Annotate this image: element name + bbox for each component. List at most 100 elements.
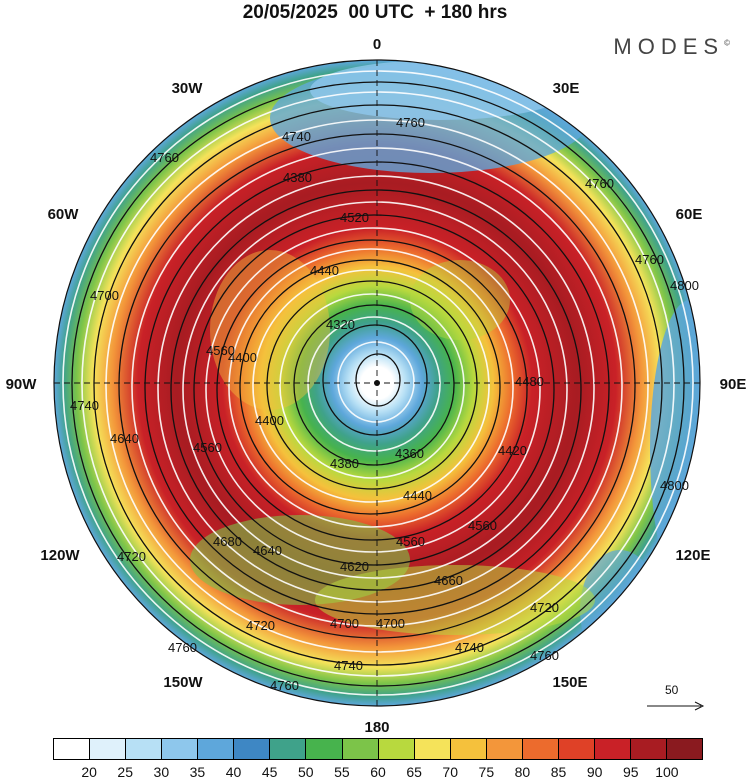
contour-line — [93, 104, 663, 666]
contour-label: 4320 — [326, 317, 355, 332]
colorbar-label: 75 — [478, 764, 495, 780]
colorbar-cell — [234, 739, 271, 759]
streamline — [81, 91, 675, 677]
map-boundary — [53, 59, 701, 707]
colorbar-label: 20 — [81, 764, 97, 780]
colorbar-label: 50 — [297, 764, 314, 780]
lon-label-150e: 150E — [552, 674, 587, 691]
colorbar-label: 85 — [550, 764, 567, 780]
contour-line — [239, 259, 501, 515]
contour-label: 4740 — [334, 658, 363, 673]
colorbar-cell — [198, 739, 235, 759]
colorbar-cell — [522, 739, 559, 759]
contour-label: 4700 — [376, 616, 405, 631]
contour-label: 4680 — [213, 534, 242, 549]
streamline — [307, 316, 441, 452]
contour-label: 4760 — [585, 176, 614, 191]
reference-vector-arrow-icon — [647, 701, 705, 711]
colorbar-cell — [378, 739, 415, 759]
colorbar-cell — [414, 739, 451, 759]
contour-label: 4760 — [530, 648, 559, 663]
contour-label: 4520 — [340, 210, 369, 225]
contour-line — [71, 81, 685, 687]
streamline — [228, 248, 514, 528]
contour-label: 4740 — [70, 398, 99, 413]
colorbar-label: 100 — [655, 764, 679, 780]
colorbar-cell — [450, 739, 487, 759]
colorbar-label: 45 — [261, 764, 278, 780]
colorbar-cell — [342, 739, 379, 759]
colorbar-label: 65 — [406, 764, 422, 780]
contour-label: 4420 — [498, 443, 527, 458]
colorbar-label: 90 — [586, 764, 603, 780]
contour-label: 4640 — [110, 431, 139, 446]
colorbar-labels: 20 25 30 35 40 45 50 55 60 65 70 75 80 85 90 95 100 — [53, 764, 703, 782]
colorbar-cell — [126, 739, 163, 759]
colorbar-label: 30 — [153, 764, 170, 780]
contour-label: 4720 — [530, 600, 559, 615]
lon-label-150w: 150W — [163, 674, 203, 691]
streamline — [157, 175, 595, 603]
colorbar-label: 95 — [622, 764, 639, 780]
colorbar-label: 60 — [370, 764, 386, 780]
streamline — [337, 341, 415, 423]
contour-label: 4660 — [434, 573, 463, 588]
map-title: 20/05/2025 00 UTC + 180 hrs — [242, 2, 508, 23]
contour-line — [293, 304, 455, 466]
colorbar-cell — [667, 739, 703, 759]
colorbar-cell — [306, 739, 343, 759]
moderate-patch-south-2 — [315, 565, 595, 635]
contour-labels: 4760 4740 4380 4520 4440 4320 4400 4560 … — [70, 115, 699, 693]
contour-label: 4440 — [310, 263, 339, 278]
contour-label: 4380 — [330, 456, 359, 471]
colorbar-cell — [54, 739, 91, 759]
contour-label: 4380 — [283, 170, 312, 185]
lon-label-30e: 30E — [553, 80, 580, 97]
contour-label: 4760 — [396, 115, 425, 130]
longitude-labels: 0 30E 60E 90E 120E 150E 180 150W 120W 90… — [6, 36, 747, 736]
colorbar-label: 35 — [189, 764, 206, 780]
colorbar-cell — [594, 739, 631, 759]
contour-label: 4760 — [635, 252, 664, 267]
moderate-patch-west — [210, 250, 330, 410]
contour-line — [193, 214, 555, 566]
colorbar-cell — [558, 739, 595, 759]
contour-label: 4560 — [468, 518, 497, 533]
colorbar — [53, 738, 703, 760]
brand-logo: MODES© — [613, 34, 730, 60]
contour-label: 4400 — [228, 350, 257, 365]
colorbar-cell — [486, 739, 523, 759]
colorbar-label: 80 — [514, 764, 531, 780]
copyright-mark: © — [724, 38, 730, 48]
contour-label: 4360 — [395, 446, 424, 461]
contour-label: 4700 — [90, 288, 119, 303]
contour-label: 4480 — [515, 374, 544, 389]
streamline — [62, 70, 694, 696]
north-pole-marker — [374, 380, 380, 386]
lon-label-0: 0 — [373, 36, 381, 53]
streamline — [279, 293, 465, 479]
colorbar-label: 40 — [225, 764, 242, 780]
contour-line — [170, 189, 582, 591]
contour-label: 4800 — [670, 278, 699, 293]
lon-label-120e: 120E — [675, 547, 710, 564]
lon-label-120w: 120W — [40, 547, 80, 564]
contour-label: 4560 — [193, 440, 222, 455]
brand-name: MODES — [613, 34, 725, 59]
streamline — [182, 201, 568, 579]
lon-label-180: 180 — [364, 719, 389, 736]
contour-line — [216, 239, 528, 541]
contour-label: 4640 — [253, 543, 282, 558]
streamline — [252, 269, 490, 503]
colorbar-label: 70 — [442, 764, 459, 780]
colorbar-cell — [270, 739, 307, 759]
contour-label: 4760 — [150, 150, 179, 165]
lon-label-60w: 60W — [48, 206, 80, 223]
colorbar-cell — [90, 739, 127, 759]
lon-label-90e: 90E — [720, 376, 747, 393]
contour-label: 4740 — [455, 640, 484, 655]
contour-label: 4800 — [660, 478, 689, 493]
contour-label: 4440 — [403, 488, 432, 503]
colorbar-cell — [631, 739, 668, 759]
